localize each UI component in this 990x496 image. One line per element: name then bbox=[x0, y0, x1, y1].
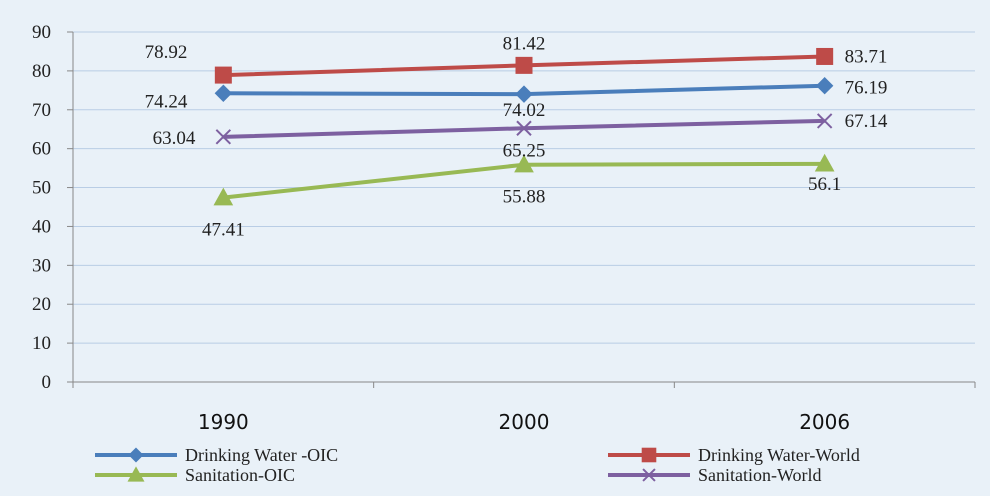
y-tick-label-30: 30 bbox=[32, 255, 51, 276]
data-point-3-2 bbox=[816, 113, 833, 129]
data-point-0-2 bbox=[815, 76, 834, 95]
data-point-0-0 bbox=[214, 84, 233, 102]
y-tick-label-40: 40 bbox=[32, 216, 51, 237]
axes bbox=[67, 31, 976, 388]
legend-marker-3 bbox=[642, 468, 656, 482]
x-tick-label-1990: 1990 bbox=[198, 410, 249, 434]
data-label-1-1: 81.42 bbox=[503, 33, 546, 54]
legend-item-1: Drinking Water-World bbox=[608, 445, 860, 465]
data-label-3-0: 63.04 bbox=[153, 128, 196, 149]
data-point-3-0 bbox=[215, 129, 232, 145]
data-label-0-0: 74.24 bbox=[145, 91, 188, 112]
legend-item-3: Sanitation-World bbox=[608, 465, 822, 485]
data-point-2-0 bbox=[213, 187, 234, 206]
data-label-3-2: 67.14 bbox=[845, 111, 888, 132]
legend-label-1: Drinking Water-World bbox=[698, 445, 860, 465]
data-label-0-1: 74.02 bbox=[503, 100, 546, 121]
data-label-1-2: 83.71 bbox=[845, 46, 888, 67]
data-point-1-2 bbox=[816, 47, 834, 65]
legend-marker-2 bbox=[127, 466, 145, 482]
data-point-1-1 bbox=[515, 56, 533, 74]
y-tick-label-10: 10 bbox=[32, 333, 51, 354]
data-label-1-0: 78.92 bbox=[145, 42, 188, 63]
legend-label-0: Drinking Water -OIC bbox=[185, 445, 338, 465]
y-tick-label-60: 60 bbox=[32, 139, 51, 160]
y-tick-label-50: 50 bbox=[32, 178, 51, 199]
legend-item-2: Sanitation-OIC bbox=[95, 465, 295, 485]
data-labels: 74.24 74.02 76.19 78.92 81.42 83.71 47.41 55.88… bbox=[145, 33, 888, 240]
series-markers bbox=[213, 47, 835, 206]
legend-label-3: Sanitation-World bbox=[698, 465, 822, 485]
data-point-2-2 bbox=[814, 153, 835, 172]
data-label-2-2: 56.1 bbox=[808, 174, 841, 195]
data-point-0-1 bbox=[515, 85, 533, 103]
data-label-0-2: 76.19 bbox=[845, 78, 888, 99]
y-tick-label-20: 20 bbox=[32, 294, 51, 315]
x-tick-label-2000: 2000 bbox=[499, 410, 550, 434]
legend-label-2: Sanitation-OIC bbox=[185, 465, 295, 485]
y-tick-label-0: 0 bbox=[42, 372, 52, 393]
y-tick-label-90: 90 bbox=[32, 22, 51, 43]
legend-marker-0 bbox=[128, 447, 144, 463]
data-point-1-0 bbox=[214, 66, 232, 84]
x-tick-labels: 1990 2000 2006 bbox=[198, 410, 850, 434]
y-tick-label-80: 80 bbox=[32, 61, 51, 82]
data-point-2-1 bbox=[514, 154, 534, 173]
y-tick-label-70: 70 bbox=[32, 100, 51, 121]
data-label-2-1: 55.88 bbox=[503, 187, 546, 208]
data-label-3-1: 65.25 bbox=[503, 140, 546, 161]
gridlines bbox=[73, 31, 975, 344]
data-point-3-1 bbox=[516, 120, 532, 136]
legend-item-0: Drinking Water -OIC bbox=[95, 445, 338, 465]
x-tick-label-2006: 2006 bbox=[799, 410, 850, 434]
legend: Drinking Water -OIC Drinking Water-WorldS… bbox=[95, 445, 860, 485]
y-tick-labels: 0 10 20 30 40 50 60 70 80 90 bbox=[32, 22, 51, 393]
data-label-2-0: 47.41 bbox=[202, 220, 245, 241]
legend-marker-1 bbox=[641, 447, 657, 463]
